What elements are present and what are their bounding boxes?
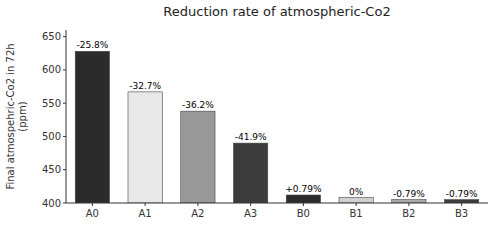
bar-annotation: -0.79%	[393, 189, 425, 199]
x-tick-label: B1	[350, 208, 363, 219]
y-tick	[63, 36, 66, 37]
bar-annotation: -25.8%	[76, 40, 108, 50]
x-tick-label: A3	[244, 208, 257, 219]
x-tick	[92, 203, 93, 206]
x-tick-label: B2	[402, 208, 415, 219]
x-tick	[461, 203, 462, 206]
x-tick-label: A0	[86, 208, 99, 219]
y-tick	[63, 169, 66, 170]
bar-annotation: -32.7%	[129, 81, 161, 91]
x-tick	[356, 203, 357, 206]
x-tick	[197, 203, 198, 206]
bar	[181, 111, 215, 203]
x-tick	[145, 203, 146, 206]
bar-annotation: -0.79%	[446, 189, 478, 199]
bar	[75, 51, 109, 203]
y-tick-label: 650	[42, 31, 61, 42]
y-axis-line	[66, 30, 67, 203]
bars	[75, 51, 479, 203]
y-axis-label: Final atmospehric-Co2 in 72h(ppm)	[5, 43, 28, 189]
y-tick	[63, 203, 66, 204]
x-tick-label: A2	[191, 208, 204, 219]
y-tick-label: 500	[42, 131, 61, 142]
bar-annotation: +0.79%	[285, 184, 322, 194]
title: Reduction rate of atmospheric-Co2	[163, 4, 390, 19]
bar	[128, 92, 162, 203]
y-tick	[63, 103, 66, 104]
x-tick	[408, 203, 409, 206]
y-tick	[63, 136, 66, 137]
x-tick-label: A1	[139, 208, 152, 219]
x-tick-label: B3	[455, 208, 468, 219]
y-tick-label: 450	[42, 164, 61, 175]
bar-annotation: 0%	[349, 187, 364, 197]
bar-annotation: -36.2%	[182, 100, 214, 110]
bar	[286, 195, 320, 203]
x-tick	[303, 203, 304, 206]
bar	[233, 143, 267, 203]
y-tick	[63, 69, 66, 70]
x-axis-line	[66, 203, 488, 204]
x-tick	[250, 203, 251, 206]
x-tick-label: B0	[297, 208, 310, 219]
bar-annotation: -41.9%	[235, 132, 267, 142]
y-tick-label: 550	[42, 98, 61, 109]
y-tick-label: 400	[42, 198, 61, 209]
chart-container: Reduction rate of atmospheric-Co2 -25.8% -…	[0, 0, 500, 227]
bar	[339, 198, 373, 203]
chart: Reduction rate of atmospheric-Co2 -25.8% -…	[0, 0, 500, 227]
y-tick-label: 600	[42, 64, 61, 75]
